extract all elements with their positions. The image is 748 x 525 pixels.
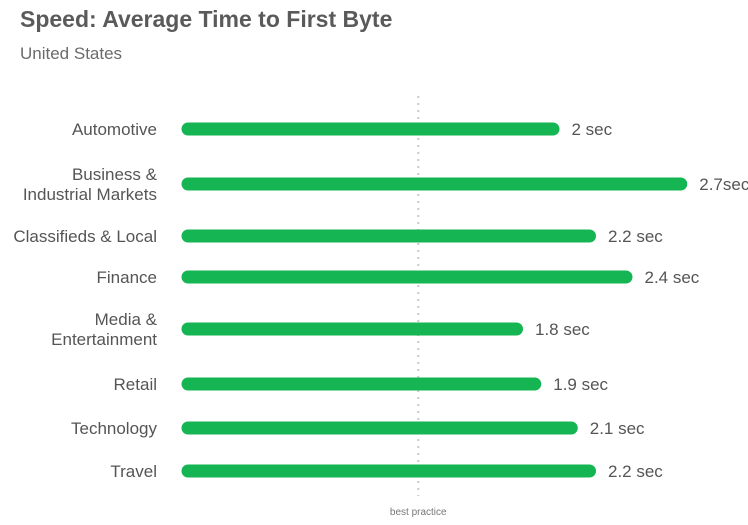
category-label: Travel — [110, 462, 157, 481]
value-label: 1.9 sec — [553, 375, 608, 394]
bar — [181, 177, 688, 191]
bar — [181, 322, 523, 336]
bar — [181, 464, 596, 478]
value-label: 1.8 sec — [535, 320, 590, 339]
chart-subtitle: United States — [20, 44, 123, 63]
value-label: 2.2 sec — [608, 227, 663, 246]
category-label: Retail — [114, 375, 157, 394]
bar — [181, 122, 560, 136]
category-label: Technology — [71, 419, 158, 438]
value-label: 2.7sec — [699, 175, 748, 194]
category-label: Business & Industrial Markets — [23, 165, 158, 204]
bar — [181, 421, 578, 435]
bar — [181, 229, 596, 243]
category-label: Classifieds & Local — [13, 227, 157, 246]
value-label: 2.2 sec — [608, 462, 663, 481]
chart-title: Speed: Average Time to First Byte — [20, 6, 393, 32]
value-label: 2.1 sec — [590, 419, 645, 438]
bar — [181, 270, 633, 284]
category-label: Automotive — [72, 120, 157, 139]
category-label: Media & Entertainment — [51, 310, 157, 349]
best-practice-label: best practice — [390, 507, 447, 518]
category-label: Finance — [97, 268, 157, 287]
value-label: 2.4 sec — [645, 268, 700, 287]
value-label: 2 sec — [572, 120, 613, 139]
bar — [181, 377, 542, 391]
